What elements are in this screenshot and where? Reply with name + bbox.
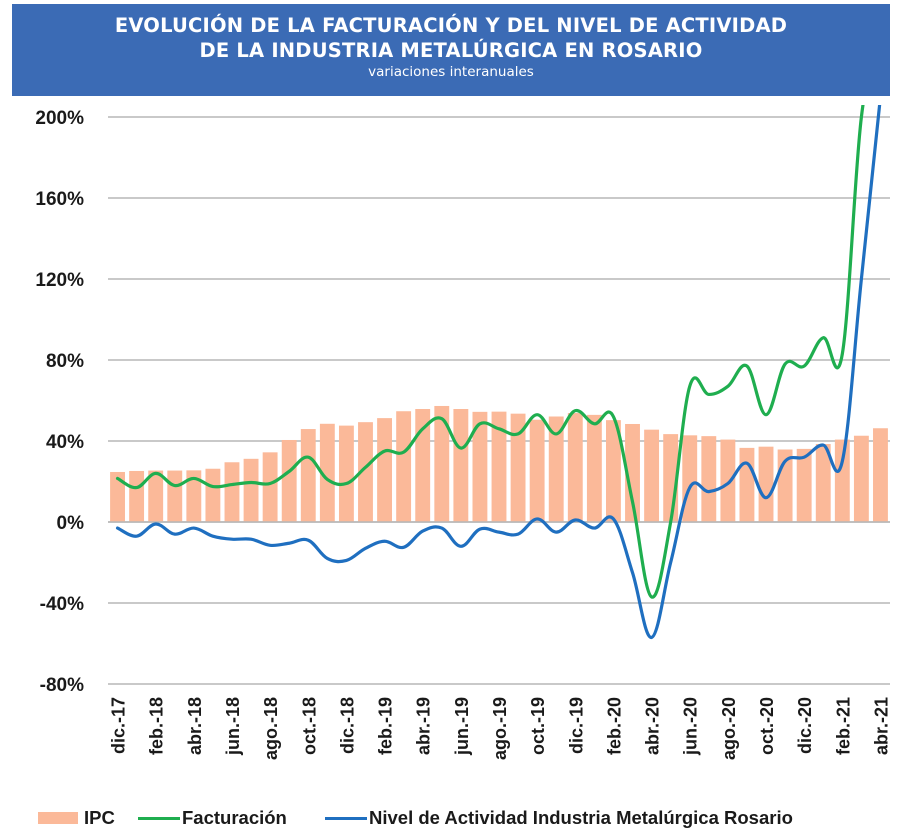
x-tick-label: oct.-18 [299, 697, 319, 755]
legend-item-ipc: IPC [38, 803, 115, 833]
ipc-bar [567, 413, 583, 522]
y-axis-ticks: 200% 160% 120% 80% 40% 0% -40% -80% [35, 108, 84, 696]
ipc-bar [834, 439, 850, 522]
ipc-bar [338, 425, 354, 522]
x-tick-label: abr.-19 [414, 697, 434, 755]
y-tick-label: -40% [40, 594, 84, 615]
ipc-bar [758, 446, 774, 522]
ipc-bar [281, 439, 297, 522]
ipc-bar [396, 411, 412, 522]
ipc-bar [110, 471, 125, 522]
ipc-bar [625, 423, 640, 522]
y-tick-label: -80% [40, 675, 84, 696]
x-tick-label: oct.-19 [528, 697, 548, 755]
x-tick-label: dic.-18 [337, 697, 357, 754]
ipc-bar [548, 416, 564, 522]
ipc-bar [243, 458, 259, 522]
ipc-bar [853, 435, 869, 522]
legend-item-facturacion: Facturación [138, 803, 287, 833]
facturacion-line [115, 105, 865, 599]
ipc-bar [358, 422, 373, 522]
ipc-bar [319, 423, 335, 522]
x-tick-label: ago.-20 [719, 697, 739, 760]
ipc-bar [644, 429, 660, 522]
ipc-bar [510, 413, 526, 522]
legend-item-nivel-actividad: Nivel de Actividad Industria Metalúrgica… [325, 803, 793, 833]
legend-swatch-ipc [38, 812, 78, 824]
x-tick-label: feb.-21 [833, 697, 853, 755]
legend-swatch-facturacion [138, 816, 180, 820]
ipc-bar [472, 411, 488, 522]
x-axis-ticks: dic.-17 feb.-18 abr.-18 jun.-18 ago.-18 oct.-… [109, 697, 892, 760]
ipc-bar [415, 409, 431, 522]
ipc-bar [682, 435, 698, 522]
x-tick-label: abr.-20 [643, 697, 663, 755]
x-tick-label: feb.-19 [376, 697, 396, 755]
ipc-bar [224, 462, 240, 522]
x-tick-label: abr.-21 [871, 697, 891, 755]
legend-label-nivel-actividad: Nivel de Actividad Industria Metalúrgica… [369, 807, 793, 828]
ipc-bar [262, 452, 278, 522]
y-tick-label: 200% [35, 108, 84, 129]
ipc-bar [586, 414, 602, 522]
x-tick-label: ago.-18 [261, 697, 281, 760]
chart-title-line-1: EVOLUCIÓN DE LA FACTURACIÓN Y DEL NIVEL … [114, 14, 788, 37]
ipc-bar [300, 429, 316, 522]
x-tick-label: ago.-19 [490, 697, 510, 760]
series-lines [115, 105, 882, 640]
ipc-bar [701, 436, 717, 522]
y-tick-label: 0% [57, 513, 85, 534]
x-tick-label: dic.-17 [109, 697, 129, 754]
x-tick-label: jun.-20 [681, 697, 701, 756]
x-tick-label: jun.-18 [223, 697, 243, 756]
y-tick-label: 40% [46, 432, 84, 453]
x-tick-label: dic.-19 [566, 697, 586, 754]
chart-title-line-2: DE LA INDUSTRIA METALÚRGICA EN ROSARIO [199, 39, 703, 62]
ipc-bar [167, 470, 183, 522]
ipc-bar [129, 470, 145, 522]
ipc-bar [796, 448, 812, 522]
ipc-bars [108, 405, 890, 523]
ipc-bar [148, 470, 164, 522]
ipc-bar [434, 405, 450, 522]
legend-label-ipc: IPC [84, 807, 115, 828]
x-tick-label: abr.-18 [185, 697, 205, 755]
chart-header: EVOLUCIÓN DE LA FACTURACIÓN Y DEL NIVEL … [12, 4, 890, 96]
ipc-bar [739, 447, 755, 522]
legend-swatch-nivel-actividad [325, 816, 367, 820]
ipc-bar [529, 419, 545, 522]
ipc-bar [491, 411, 507, 522]
ipc-bar [815, 444, 831, 522]
x-tick-label: dic.-20 [795, 697, 815, 754]
x-tick-label: feb.-18 [147, 697, 167, 755]
ipc-bar [186, 470, 202, 522]
ipc-bar [377, 418, 392, 522]
y-tick-label: 120% [35, 270, 84, 291]
x-tick-label: feb.-20 [604, 697, 624, 755]
x-tick-label: oct.-20 [757, 697, 777, 755]
y-tick-label: 80% [46, 351, 84, 372]
legend-label-facturacion: Facturación [182, 807, 287, 828]
ipc-bar [873, 428, 888, 522]
ipc-bar [453, 409, 469, 522]
y-tick-label: 160% [35, 189, 84, 210]
x-tick-label: jun.-19 [452, 697, 472, 756]
ipc-bar [205, 468, 221, 522]
legend: IPC Facturación Nivel de Actividad Indus… [0, 803, 900, 833]
ipc-bar [606, 420, 621, 522]
nivel-actividad-line [115, 105, 882, 640]
chart-subtitle: variaciones interanuales [368, 64, 534, 80]
ipc-bar [720, 439, 736, 522]
